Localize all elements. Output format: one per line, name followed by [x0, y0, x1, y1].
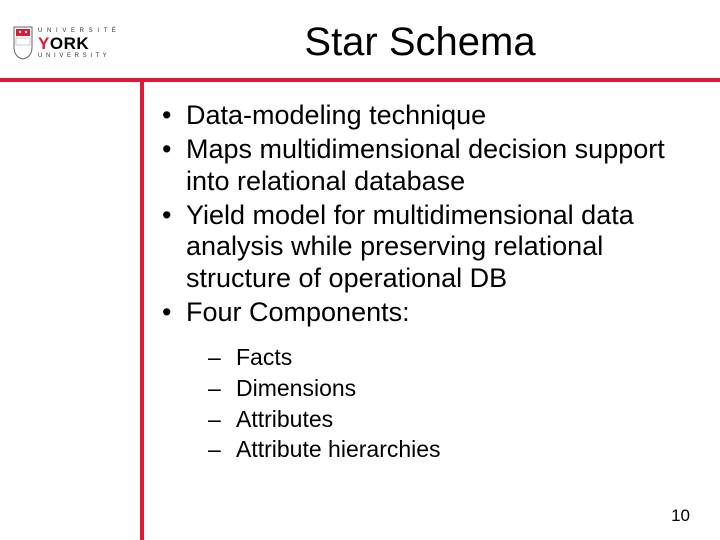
- crest-icon: [12, 25, 34, 61]
- page-number: 10: [671, 506, 690, 526]
- bullet-text: Maps multidimensional decision support i…: [186, 134, 665, 196]
- sub-bullet-text: Attribute hierarchies: [236, 436, 441, 462]
- bullet-text: Yield model for multidimensional data an…: [186, 200, 634, 294]
- bullet-text: Four Components:: [186, 297, 410, 327]
- list-item: Dimensions: [208, 374, 690, 403]
- list-item: Yield model for multidimensional data an…: [160, 200, 690, 296]
- bullet-text: Data-modeling technique: [186, 100, 486, 130]
- logo-text: U N I V E R S I T É YORK U N I V E R S I…: [38, 28, 117, 59]
- list-item: Attribute hierarchies: [208, 435, 690, 464]
- bullet-list: Data-modeling technique Maps multidimens…: [160, 100, 690, 464]
- sub-bullet-text: Facts: [236, 344, 292, 370]
- list-item: Maps multidimensional decision support i…: [160, 134, 690, 198]
- logo-ork: ORK: [50, 34, 89, 53]
- sub-bullet-list: Facts Dimensions Attributes Attribute hi…: [208, 343, 690, 464]
- list-item: Data-modeling technique: [160, 100, 690, 132]
- slide: U N I V E R S I T É YORK U N I V E R S I…: [0, 0, 720, 540]
- logo-main: YORK: [38, 35, 117, 52]
- divider-vertical: [140, 78, 144, 540]
- sub-bullet-text: Dimensions: [236, 375, 356, 401]
- list-item: Facts: [208, 343, 690, 372]
- sub-bullet-text: Attributes: [236, 406, 333, 432]
- logo-line-bottom: U N I V E R S I T Y: [38, 53, 117, 59]
- york-logo: U N I V E R S I T É YORK U N I V E R S I…: [12, 18, 132, 68]
- divider-horizontal: [0, 78, 720, 82]
- content-area: Data-modeling technique Maps multidimens…: [160, 100, 690, 466]
- list-item: Attributes: [208, 405, 690, 434]
- list-item: Four Components: Facts Dimensions Attrib…: [160, 297, 690, 464]
- page-title: Star Schema: [140, 20, 700, 65]
